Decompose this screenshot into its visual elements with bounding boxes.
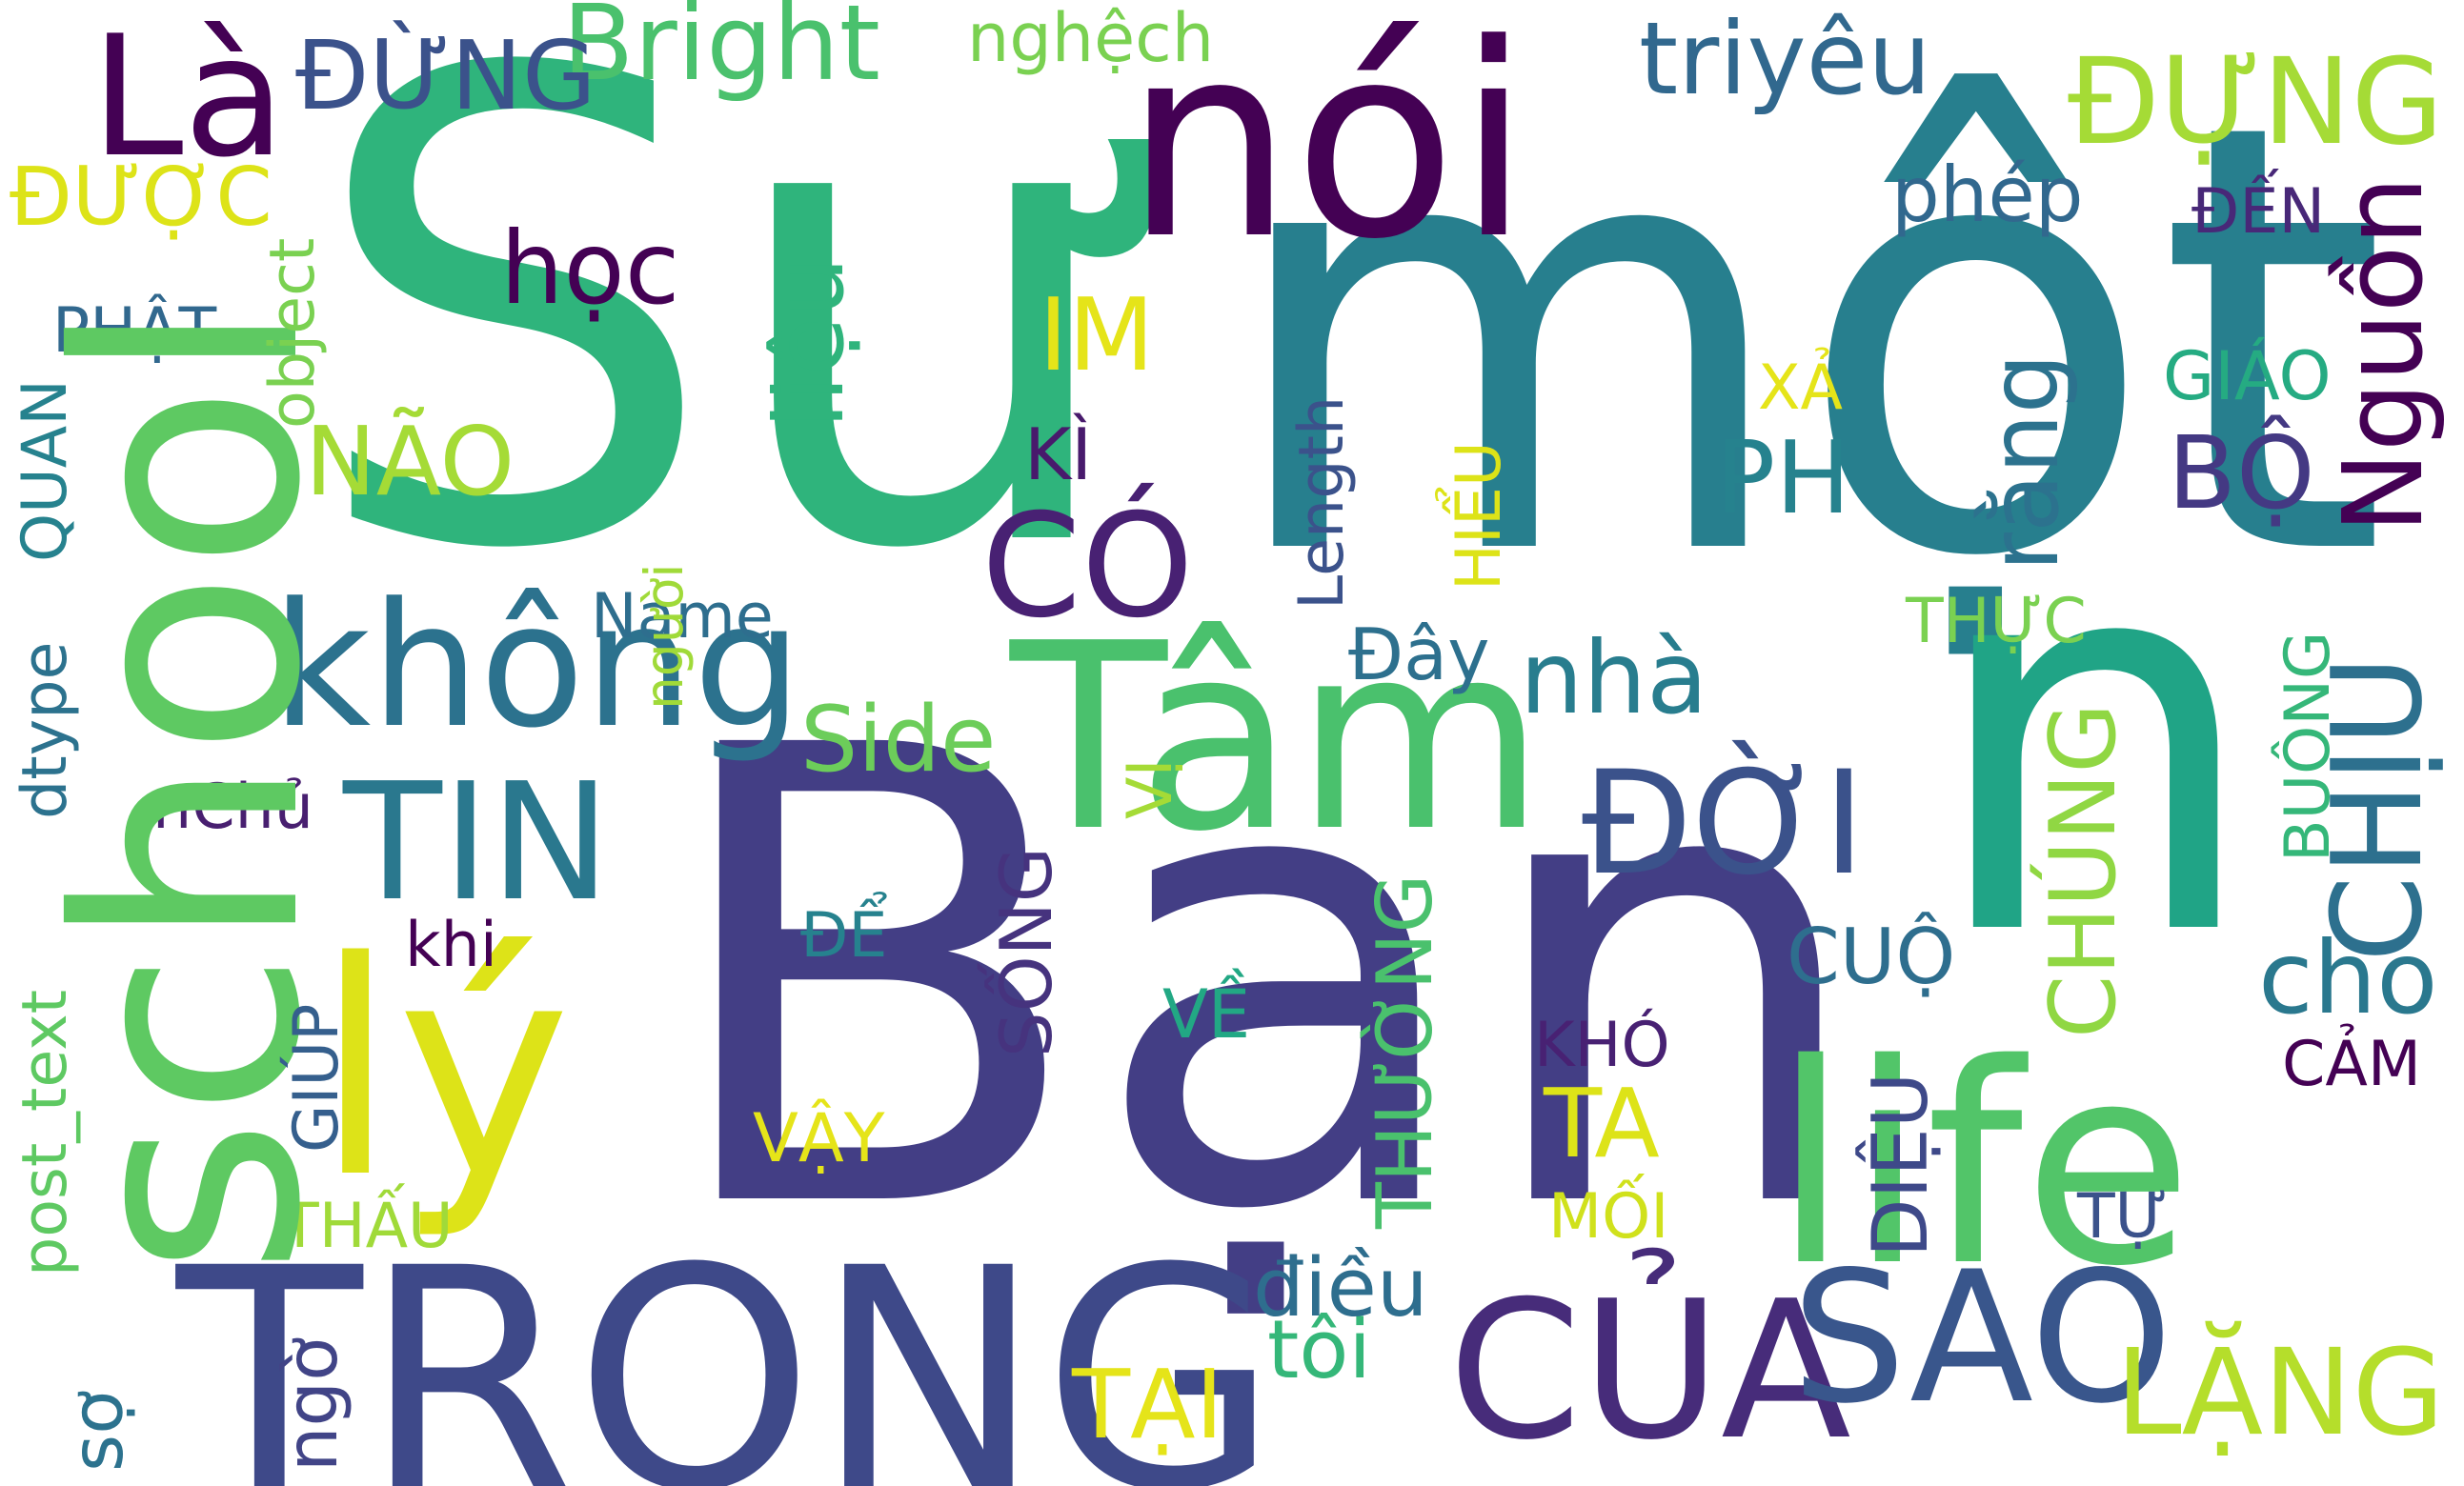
word-rang: rằng — [1969, 352, 2080, 572]
word-side: Side — [800, 688, 997, 793]
word-cho: cho — [2258, 920, 2438, 1036]
word-doi: ĐỜI — [1582, 741, 1866, 907]
word-buong: BUÔNG — [2272, 631, 2344, 862]
word-ph: PH — [1715, 420, 1851, 536]
word-tam: Tâm — [1010, 588, 1545, 888]
word-trong: TRONG — [176, 1204, 1280, 1486]
word-cam: CẢM — [2282, 1029, 2421, 1100]
word-noi: nói — [1124, 0, 1531, 298]
word-triyeu: triyêu — [1639, 1, 1931, 117]
word-hieu: HIỂU — [1444, 441, 1515, 591]
word-ly: lý — [314, 899, 572, 1243]
word-su: Sư — [307, 0, 1129, 691]
word-cua: CỦA — [1448, 1260, 1851, 1482]
word-length: Length — [1286, 395, 1358, 610]
word-mot: một — [1220, 0, 2389, 686]
word-vay: VẬY — [753, 1099, 885, 1177]
word-bo: BỘ — [2168, 415, 2315, 532]
word-object: object — [257, 237, 329, 429]
word-im: IM — [1039, 277, 1155, 393]
word-ta: TA — [1544, 1068, 1660, 1179]
word-song: SỐNG — [984, 847, 1068, 1057]
word-tin: TIN — [343, 749, 612, 937]
word-moi: MỐI — [1548, 1181, 1669, 1253]
word-day: Đây — [1348, 612, 1490, 696]
word-den: ĐẾN — [2191, 176, 2326, 248]
word-vi: VỊ — [1115, 758, 1186, 819]
word-ngo: ngờ — [270, 1336, 353, 1472]
word-giao: GIÁO — [2163, 337, 2332, 415]
word-ban: Bạn — [657, 614, 1873, 1347]
word-khong: không — [272, 567, 802, 766]
word-thuc: THỰC — [1906, 586, 2087, 657]
word-dtype: dtype — [10, 641, 81, 819]
word-life: life — [1772, 1006, 2193, 1327]
word-tai: TẠI — [1072, 1349, 1223, 1460]
word-phep: phép — [1891, 151, 2084, 239]
word-dung-upper: ĐỰNG — [2068, 33, 2444, 171]
word-de: ĐỂ — [800, 900, 888, 972]
word-so: sợ — [55, 1391, 139, 1472]
word-nghech: nghệch — [967, 0, 1215, 77]
word-xa: XẢ — [1758, 352, 1843, 424]
word-tu: TỰ — [2077, 1181, 2169, 1253]
word-nha: nhà — [1520, 620, 1708, 736]
word-chung: CHÚNG — [2031, 703, 2136, 1038]
word-bright: Bright — [562, 0, 880, 104]
word-la: Là — [91, 1, 286, 194]
word-nchu: nChủ — [152, 772, 313, 843]
word-lang: LẶNG — [2115, 1324, 2445, 1462]
word-ve: VỀ — [1162, 975, 1251, 1054]
word-quan: QUAN — [10, 379, 81, 562]
word-khi: khi — [405, 910, 497, 981]
word-thau: THẤU — [281, 1191, 454, 1262]
word-nao: NÃO — [305, 406, 515, 517]
word-toi: tôi — [1267, 1303, 1371, 1397]
word-nguon: Nguồn — [2320, 175, 2448, 533]
word-name: Name — [591, 581, 774, 653]
word-phat: PHẬT — [52, 295, 217, 367]
word-dieu-upper: DIỆU — [1856, 1072, 1945, 1257]
word-kho: KHÓ — [1534, 1010, 1670, 1081]
word-sao: SAO — [1791, 1233, 2173, 1443]
word-giup: GIÚP — [281, 1003, 353, 1153]
word-ki: KÌ — [1024, 412, 1093, 496]
word-lieu: liệu — [754, 256, 865, 429]
word-n: n — [1925, 432, 2263, 1054]
word-dung: ĐỪNG — [295, 20, 596, 131]
word-duoc: ĐƯỢC — [10, 151, 273, 245]
word-dieu: điều — [1253, 1241, 1428, 1335]
word-thuong: THƯỜNG — [1361, 874, 1449, 1229]
word-nguoi: người — [634, 563, 695, 710]
word-cuo: CUỘ — [1787, 913, 1956, 1001]
word-hoc: học — [500, 211, 680, 327]
word-co: CÓ — [981, 484, 1194, 650]
word-post-text: post_text — [10, 989, 81, 1276]
